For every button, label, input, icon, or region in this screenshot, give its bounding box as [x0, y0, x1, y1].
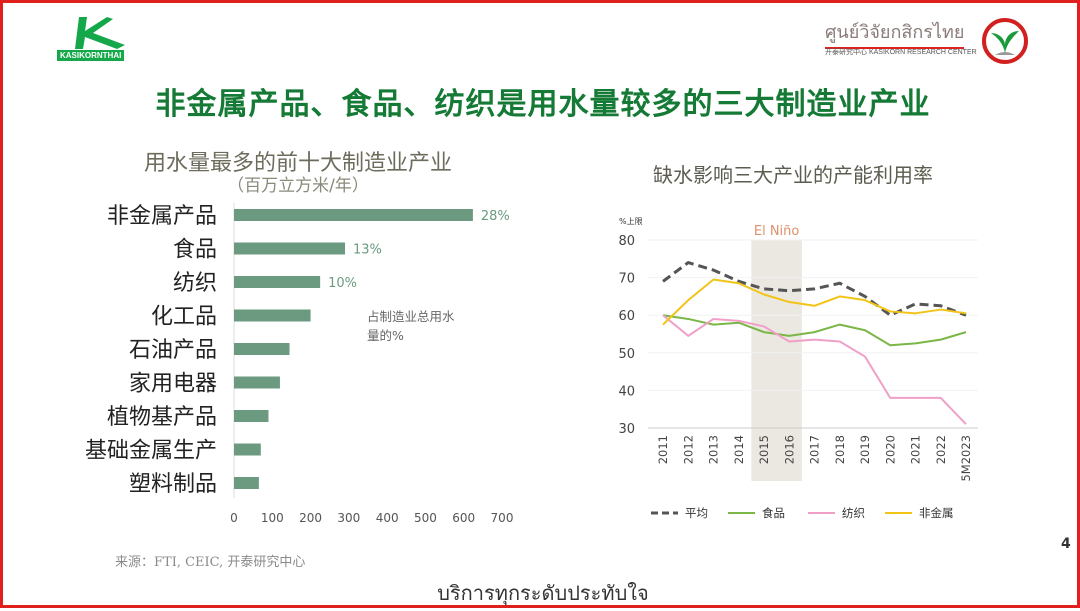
bar-category-label: 塑料制品: [129, 472, 217, 497]
bar-category-label: 植物基产品: [107, 405, 217, 430]
bar-x-tick-label: 0: [230, 511, 238, 525]
bar-chart-subtitle: （百万立方米/年）: [227, 176, 369, 196]
x-tick-label: 2012: [681, 435, 695, 464]
x-tick-label: 2022: [934, 435, 948, 464]
bar: [234, 343, 290, 355]
page-number: 4: [1061, 536, 1071, 552]
kasikornthai-logo-text: KASIKORNTHAI: [57, 50, 125, 61]
bar-annotation: 占制造业总用水: [367, 309, 455, 324]
bar-category-label: 纺织: [173, 271, 217, 296]
bar-x-tick-label: 100: [261, 511, 284, 525]
y-tick-label: 60: [618, 309, 635, 324]
bar-x-tick-label: 600: [452, 511, 475, 525]
bar-category-label: 非金属产品: [107, 204, 217, 229]
el-nino-label: El Niño: [754, 224, 800, 239]
series-line-纺织: [662, 314, 967, 425]
bar: [234, 477, 259, 489]
krc-sprout-logo: [982, 18, 1028, 64]
source-note: 来源：FTI, CEIC, 开泰研究中心: [115, 555, 306, 570]
bar-category-label: 化工品: [151, 305, 217, 330]
bar: [234, 410, 269, 422]
x-tick-label: 2017: [808, 435, 822, 464]
bar-data-label: 28%: [481, 209, 510, 224]
bar: [234, 309, 311, 322]
y-tick-label: 30: [618, 422, 635, 437]
bar-category-label: 石油产品: [129, 338, 217, 363]
bar-data-label: 13%: [353, 243, 382, 258]
bar-category-label: 家用电器: [129, 372, 217, 397]
x-tick-label: 2013: [707, 435, 721, 464]
x-tick-label: 2016: [782, 435, 796, 464]
x-tick-label: 2019: [858, 435, 872, 464]
series-line-非金属: [662, 278, 967, 326]
bar-x-tick-label: 500: [414, 511, 437, 525]
el-nino-shaded-region: [751, 240, 802, 481]
bar-x-tick-label: 200: [299, 511, 322, 525]
y-tick-label: 80: [618, 234, 635, 249]
x-tick-label: 2011: [656, 435, 670, 464]
bar: [234, 376, 280, 389]
bar-chart: 非金属产品 28% 食品 13% 纺织 10% 化工品石油产品家用电器植物基产品基础金属生产…: [85, 203, 514, 525]
line-chart: El Niño %上限 80 70 60 50 40 30 2011 2012 2013 2014 20…: [618, 217, 978, 520]
kasikornthai-k-logo: [75, 17, 125, 49]
x-tick-label: 5M2023: [959, 435, 973, 482]
bar-x-tick-label: 300: [337, 511, 360, 525]
bar: [234, 209, 473, 221]
bar: [234, 276, 321, 288]
x-tick-label: 2018: [833, 435, 847, 464]
legend-label: 纺织: [842, 506, 865, 520]
bar-category-label: 食品: [173, 238, 217, 263]
y-tick-label: 50: [618, 347, 635, 362]
bar-annotation: 量的%: [367, 328, 404, 343]
y-tick-label: 70: [618, 272, 635, 287]
x-tick-label: 2014: [732, 435, 746, 464]
line-chart-title: 缺水影响三大产业的产能利用率: [653, 163, 933, 187]
y-tick-label: 40: [618, 384, 635, 399]
krc-thai-name: ศูนย์วิจัยกสิกรไทย: [825, 17, 965, 49]
bar-x-tick-label: 400: [376, 511, 399, 525]
legend-label: 平均: [685, 506, 708, 520]
series-line-食品: [662, 314, 967, 347]
krc-english-name: 开泰研究中心 KASIKORN RESEARCH CENTER: [825, 49, 977, 56]
x-tick-label: 2021: [909, 435, 923, 464]
bar: [234, 242, 346, 255]
x-tick-label: 2020: [883, 435, 897, 464]
page-title: 非金属产品、食品、纺织是用水量较多的三大制造业产业: [155, 87, 931, 122]
x-tick-label: 2015: [757, 435, 771, 464]
bar-category-label: 基础金属生产: [85, 439, 217, 464]
series-line-平均: [662, 261, 967, 317]
y-axis-label: %上限: [619, 217, 643, 226]
legend-label: 食品: [762, 506, 785, 520]
legend-label: 非金属: [919, 506, 954, 520]
footer-slogan: บริการทุกระดับประทับใจ: [437, 581, 649, 605]
bar-chart-title: 用水量最多的前十大制造业产业: [143, 151, 452, 176]
bar-x-tick-label: 700: [491, 511, 514, 525]
bar: [234, 443, 261, 456]
bar-data-label: 10%: [328, 276, 357, 291]
